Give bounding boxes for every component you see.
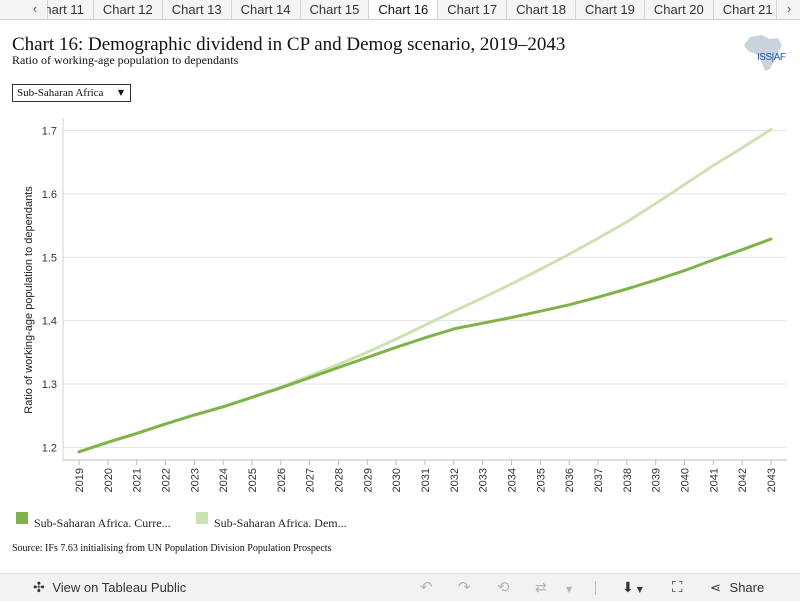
x-tick-label: 2032 — [449, 468, 461, 492]
region-select[interactable]: Sub-Saharan Africa ▼ — [12, 84, 131, 102]
chart-title: Chart 16: Demographic dividend in CP and… — [12, 34, 566, 55]
view-on-tableau-button[interactable]: ✣ View on Tableau Public — [33, 574, 186, 601]
x-tick-label: 2022 — [161, 468, 173, 492]
y-tick-label: 1.3 — [42, 379, 57, 391]
tab-scroll-left-button[interactable]: ‹ — [23, 0, 48, 19]
x-axis: 2019 2020 2021 2022 2023 2024 2025 2026 2027 2028… — [63, 459, 787, 492]
x-tick-label: 2037 — [593, 468, 605, 492]
y-axis-title: Ratio of working-age population to depen… — [23, 186, 35, 414]
share-icon: ⋖ — [710, 581, 721, 596]
x-tick-label: 2038 — [622, 468, 634, 492]
y-tick-label: 1.6 — [42, 189, 57, 201]
chevron-right-icon: › — [786, 1, 792, 16]
y-tick-label: 1.2 — [42, 442, 57, 454]
redo-button[interactable]: ↷ — [458, 574, 471, 601]
x-tick-label: 2019 — [74, 468, 86, 492]
x-tick-label: 2039 — [651, 468, 663, 492]
tab-chart-17[interactable]: Chart 17 — [438, 0, 508, 19]
share-label: Share — [729, 580, 765, 595]
tab-chart-15[interactable]: Chart 15 — [301, 0, 370, 19]
view-on-tableau-label: View on Tableau Public — [52, 580, 187, 595]
y-tick-label: 1.7 — [42, 126, 57, 138]
x-tick-label: 2041 — [708, 468, 720, 492]
tab-chart-11[interactable]: Chart 11 — [47, 0, 94, 19]
caret-down-icon: ▼ — [566, 585, 573, 594]
series-line-0[interactable] — [77, 237, 773, 454]
tab-chart-21[interactable]: Chart 21 — [714, 0, 776, 19]
x-tick-label: 2021 — [132, 468, 144, 492]
iss-africa-logo — [744, 35, 782, 71]
x-tick-label: 2035 — [535, 468, 547, 492]
bottom-toolbar: ✣ View on Tableau Public ↶ ↷ ⟲ ⇄ ▼ ⬇ ▼ ⛶ … — [0, 573, 800, 601]
refresh-button[interactable]: ⇄ — [535, 574, 547, 601]
y-axis: 1.2 1.3 1.4 1.5 1.6 1.7 — [42, 118, 64, 460]
chevron-left-icon: ‹ — [32, 1, 38, 16]
source-note: Source: IFs 7.63 initialising from UN Po… — [12, 543, 332, 554]
legend-swatch — [16, 512, 28, 524]
legend-swatch — [196, 512, 208, 524]
refresh-icon: ⇄ — [535, 580, 547, 596]
caret-down-icon: ▼ — [117, 88, 124, 97]
x-tick-label: 2042 — [737, 468, 749, 492]
fullscreen-button[interactable]: ⛶ — [672, 574, 683, 601]
x-tick-label: 2020 — [103, 468, 115, 492]
toolbar-divider — [595, 581, 596, 595]
x-tick-label: 2026 — [276, 468, 288, 492]
tab-chart-19[interactable]: Chart 19 — [576, 0, 645, 19]
undo-button[interactable]: ↶ — [420, 574, 433, 601]
tableau-logo-icon: ✣ — [33, 580, 45, 596]
legend-label: Sub-Saharan Africa. Curre... — [34, 516, 171, 530]
x-tick-label: 2029 — [362, 468, 374, 492]
revert-button[interactable]: ⟲ — [497, 574, 510, 601]
tab-chart-20[interactable]: Chart 20 — [645, 0, 714, 19]
download-icon: ⬇ — [622, 580, 634, 596]
share-button[interactable]: ⋖ Share — [710, 574, 764, 601]
redo-icon: ↷ — [458, 578, 471, 596]
series-lines — [77, 127, 773, 454]
caret-down-icon: ▼ — [636, 585, 643, 594]
gridlines — [63, 130, 787, 448]
download-button[interactable]: ⬇ ▼ — [622, 574, 643, 601]
y-tick-label: 1.5 — [42, 252, 57, 264]
tab-chart-18[interactable]: Chart 18 — [507, 0, 577, 19]
revert-icon: ⟲ — [497, 578, 510, 596]
pause-dropdown-button[interactable]: ▼ — [566, 574, 572, 601]
tab-chart-13[interactable]: Chart 13 — [163, 0, 232, 19]
series-line-1[interactable] — [77, 127, 773, 454]
tab-chart-12[interactable]: Chart 12 — [94, 0, 163, 19]
undo-icon: ↶ — [420, 578, 433, 596]
x-tick-label: 2040 — [680, 468, 692, 492]
tab-chart-16[interactable]: Chart 16 — [369, 0, 439, 19]
region-select-value: Sub-Saharan Africa — [17, 87, 104, 99]
x-tick-label: 2033 — [478, 468, 490, 492]
x-tick-label: 2031 — [420, 468, 432, 492]
chart-subtitle: Ratio of working-age population to depen… — [12, 53, 239, 67]
x-tick-label: 2034 — [507, 468, 519, 492]
x-tick-label: 2028 — [334, 468, 346, 492]
x-tick-label: 2024 — [218, 468, 230, 492]
legend-label: Sub-Saharan Africa. Dem... — [214, 516, 347, 530]
tab-scroll-right-button[interactable]: › — [776, 0, 800, 19]
x-tick-label: 2027 — [305, 468, 317, 492]
x-tick-label: 2025 — [247, 468, 259, 492]
y-tick-label: 1.4 — [42, 316, 57, 328]
x-tick-label: 2043 — [766, 468, 778, 492]
x-tick-label: 2036 — [564, 468, 576, 492]
line-chart: 1.21.31.41.51.61.7 2019 2020 2021 2022 2023 2… — [23, 118, 787, 492]
fullscreen-icon: ⛶ — [672, 578, 683, 596]
x-tick-label: 2030 — [391, 468, 403, 492]
x-tick-label: 2023 — [189, 468, 201, 492]
tab-chart-14[interactable]: Chart 14 — [232, 0, 301, 19]
logo-text: ISS|AF — [757, 52, 786, 63]
